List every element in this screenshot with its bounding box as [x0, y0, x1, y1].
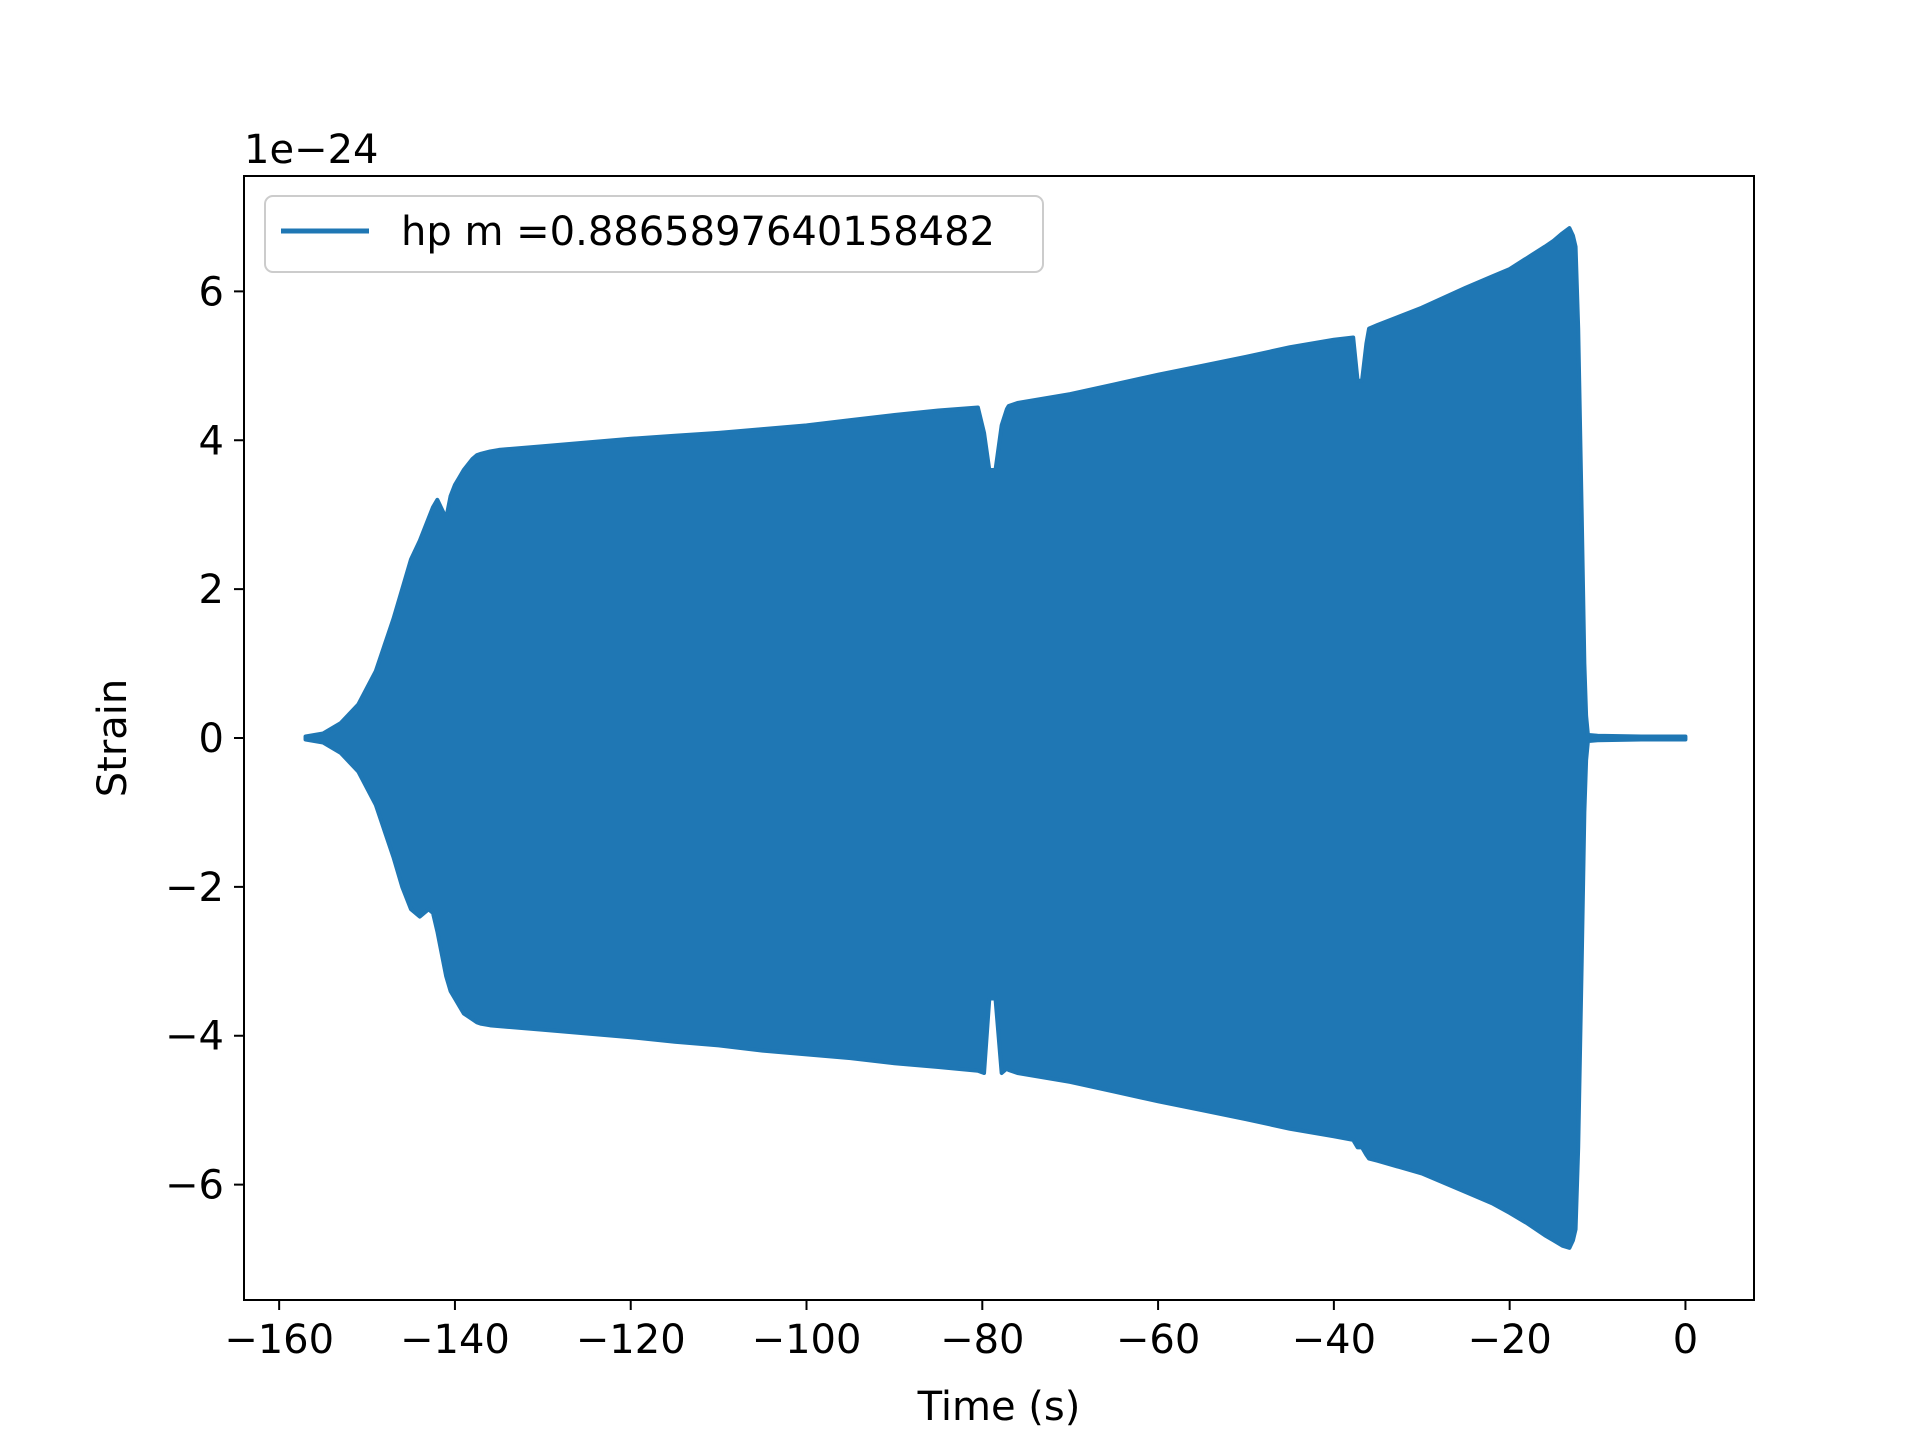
x-axis: −160 −140 −120 −100 −80 −60 −40 −20 0 [224, 1300, 1698, 1363]
x-tick-label: −100 [752, 1317, 862, 1363]
y-tick-label: −4 [165, 1014, 224, 1060]
x-axis-label: Time (s) [917, 1384, 1081, 1430]
legend: hp m =0.8865897640158482 [264, 195, 1044, 273]
x-tick-label: −20 [1467, 1317, 1551, 1363]
legend-box [264, 195, 1044, 273]
x-tick-label: 0 [1673, 1317, 1698, 1363]
y-tick-label: 4 [199, 418, 224, 464]
x-tick-label: −140 [400, 1317, 510, 1363]
x-tick-label: −120 [576, 1317, 686, 1363]
y-offset-label: 1e−24 [244, 127, 378, 173]
y-tick-label: −6 [165, 1163, 224, 1209]
x-tick-label: −160 [224, 1317, 334, 1363]
y-axis: −6 −4 −2 0 2 4 6 [165, 269, 244, 1209]
x-tick-label: −80 [940, 1317, 1024, 1363]
y-tick-label: −2 [165, 865, 224, 911]
legend-label: hp m =0.8865897640158482 [401, 209, 995, 255]
series-layer [303, 226, 1688, 1250]
x-tick-label: −40 [1292, 1317, 1376, 1363]
y-tick-label: 0 [199, 716, 224, 762]
y-axis-label: Strain [90, 679, 136, 798]
y-tick-label: 6 [199, 269, 224, 315]
x-tick-label: −60 [1116, 1317, 1200, 1363]
series-hp-waveform [303, 226, 1688, 1250]
y-tick-label: 2 [199, 567, 224, 613]
